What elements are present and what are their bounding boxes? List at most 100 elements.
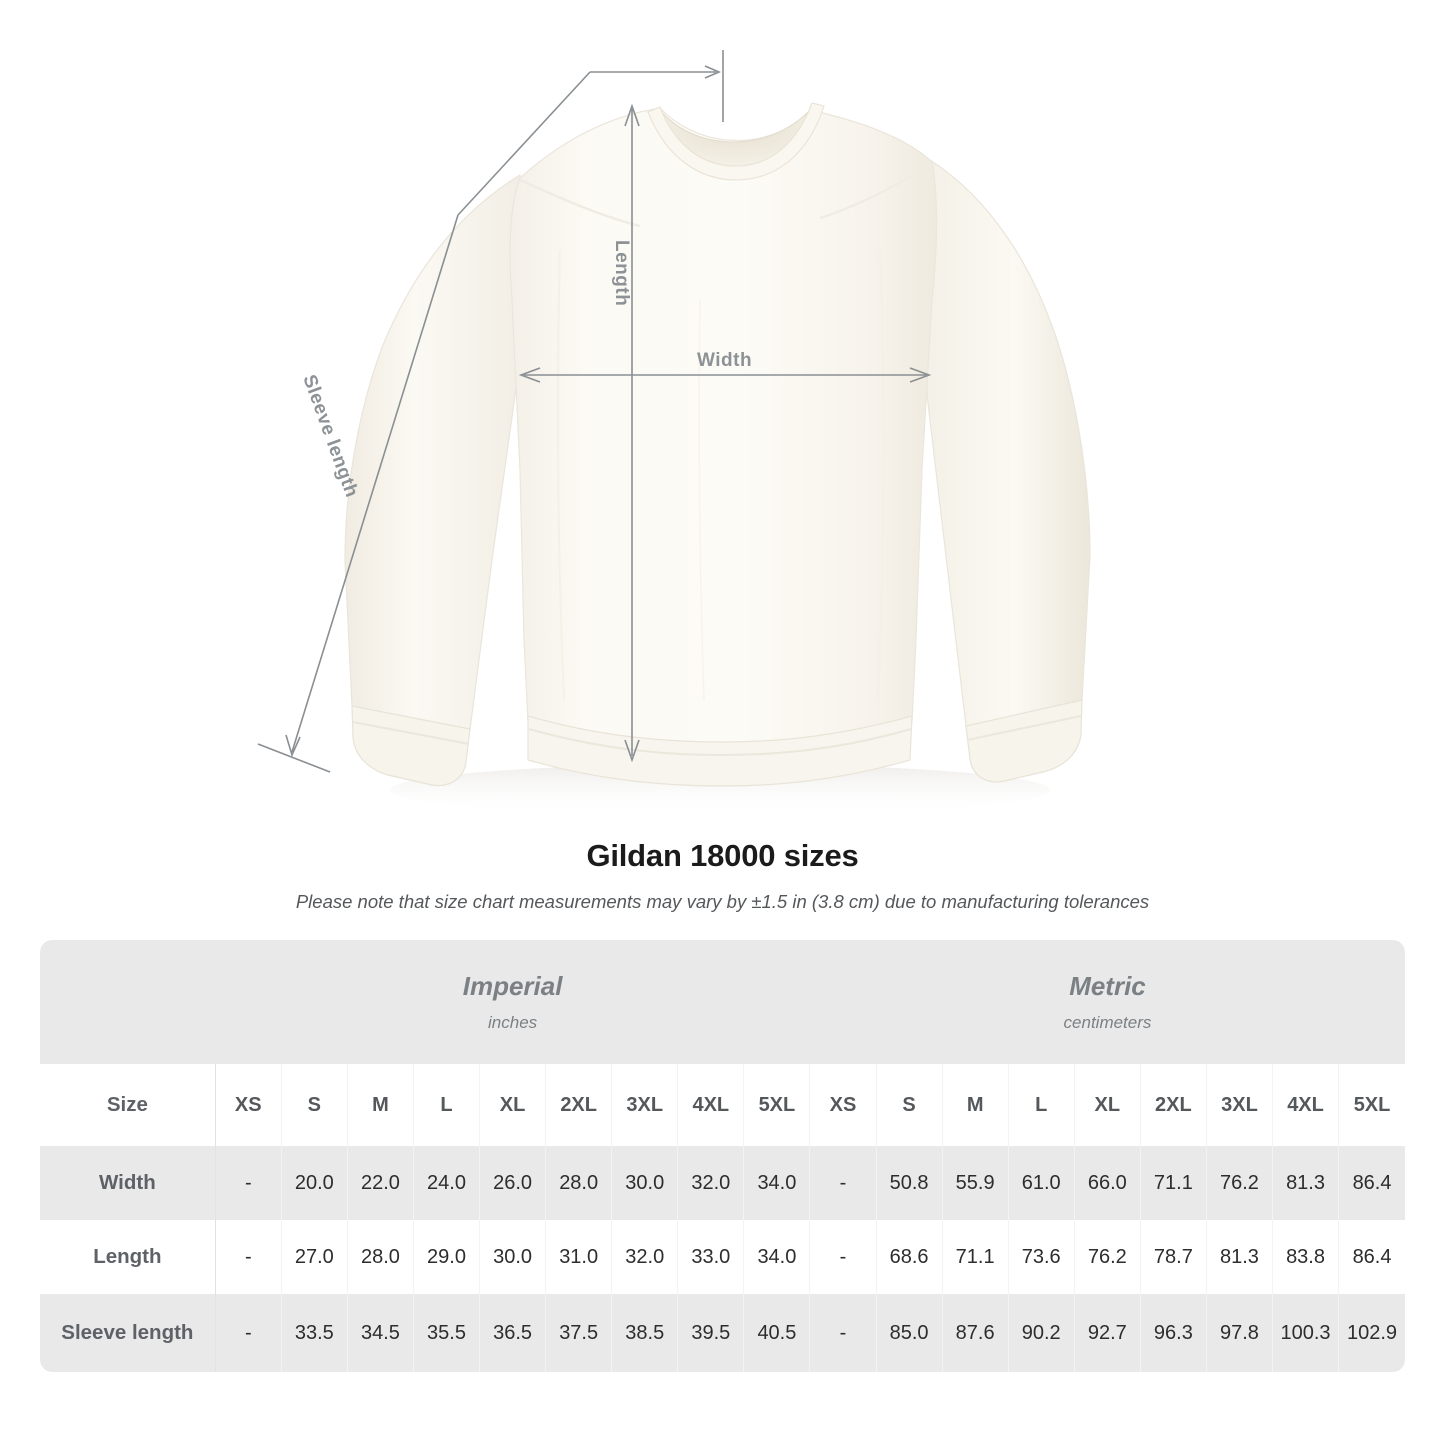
measurement-lines bbox=[257, 50, 932, 773]
width-imperial-1: 20.0 bbox=[281, 1146, 348, 1220]
length-imperial-6: 32.0 bbox=[611, 1220, 679, 1294]
left-cuff bbox=[351, 705, 471, 787]
length-metric-4: 76.2 bbox=[1074, 1220, 1141, 1294]
size-cell-metric-4: XL bbox=[1074, 1064, 1141, 1146]
sleeve-metric-5: 96.3 bbox=[1140, 1294, 1207, 1372]
sleeve-metric-7: 100.3 bbox=[1272, 1294, 1340, 1372]
length-imperial-3: 29.0 bbox=[413, 1220, 481, 1294]
length-top-arrowhead bbox=[624, 103, 640, 127]
heading-block: Gildan 18000 sizes Please note that size… bbox=[0, 838, 1445, 913]
right-cuff bbox=[965, 699, 1083, 783]
width-metric-1: 50.8 bbox=[876, 1146, 943, 1220]
sleeve-imperial-7: 39.5 bbox=[677, 1294, 745, 1372]
sleeve-metric-0: - bbox=[809, 1294, 877, 1372]
length-metric-2: 71.1 bbox=[942, 1220, 1009, 1294]
metric-unit-sub: centimeters bbox=[1063, 1013, 1152, 1033]
length-bottom-arrowhead bbox=[624, 739, 640, 763]
size-table: Imperial inches Metric centimeters Size … bbox=[40, 940, 1405, 1372]
length-imperial-5: 31.0 bbox=[545, 1220, 613, 1294]
size-cell-metric-2: M bbox=[942, 1064, 1009, 1146]
length-imperial-4: 30.0 bbox=[479, 1220, 547, 1294]
length-metric-8: 86.4 bbox=[1338, 1220, 1405, 1294]
table-row-width: Width - 20.0 22.0 24.0 26.0 28.0 30.0 32… bbox=[40, 1146, 1405, 1220]
width-right-arrowhead bbox=[909, 367, 932, 383]
sweatshirt-illustration bbox=[257, 50, 1091, 816]
length-imperial-0: - bbox=[215, 1220, 282, 1294]
page-title: Gildan 18000 sizes bbox=[586, 838, 859, 873]
sleeve-metric-8: 102.9 bbox=[1338, 1294, 1405, 1372]
width-metric-3: 61.0 bbox=[1008, 1146, 1075, 1220]
sleeve-imperial-4: 36.5 bbox=[479, 1294, 547, 1372]
left-sleeve bbox=[344, 173, 521, 759]
size-header-row: Size XS S M L XL 2XL 3XL 4XL 5XL XS S M … bbox=[40, 1064, 1405, 1146]
collar bbox=[647, 102, 825, 181]
width-metric-8: 86.4 bbox=[1338, 1146, 1405, 1220]
size-cell-imperial-8: 5XL bbox=[743, 1064, 811, 1146]
tolerance-note: Please note that size chart measurements… bbox=[295, 891, 1150, 912]
sleeve-metric-1: 85.0 bbox=[876, 1294, 943, 1372]
size-cell-imperial-3: L bbox=[413, 1064, 481, 1146]
left-shoulder-seam bbox=[519, 178, 641, 228]
size-cell-metric-8: 5XL bbox=[1338, 1064, 1405, 1146]
sleeve-metric-6: 97.8 bbox=[1206, 1294, 1274, 1372]
length-metric-3: 73.6 bbox=[1008, 1220, 1075, 1294]
right-shoulder-seam bbox=[819, 162, 933, 220]
length-metric-1: 68.6 bbox=[876, 1220, 943, 1294]
sleeve-top-arrowhead bbox=[704, 65, 722, 79]
size-cell-imperial-5: 2XL bbox=[545, 1064, 613, 1146]
row-label-width: Width bbox=[40, 1146, 216, 1220]
size-cell-imperial-0: XS bbox=[215, 1064, 282, 1146]
sleeve-metric-2: 87.6 bbox=[942, 1294, 1009, 1372]
sleeve-diagonal-lower bbox=[291, 214, 459, 753]
hem-band bbox=[527, 715, 913, 787]
metric-header-cell: Metric centimeters bbox=[809, 940, 1405, 1064]
length-imperial-8: 34.0 bbox=[743, 1220, 811, 1294]
width-left-arrowhead bbox=[518, 367, 541, 383]
sleeve-imperial-3: 35.5 bbox=[413, 1294, 481, 1372]
sleeve-metric-3: 90.2 bbox=[1008, 1294, 1075, 1372]
width-imperial-4: 26.0 bbox=[479, 1146, 547, 1220]
width-imperial-7: 32.0 bbox=[677, 1146, 745, 1220]
length-label: Length bbox=[611, 240, 632, 307]
sleeve-imperial-5: 37.5 bbox=[545, 1294, 613, 1372]
sleeve-metric-4: 92.7 bbox=[1074, 1294, 1141, 1372]
sleeve-imperial-1: 33.5 bbox=[281, 1294, 348, 1372]
sleeve-imperial-8: 40.5 bbox=[743, 1294, 811, 1372]
size-cell-imperial-6: 3XL bbox=[611, 1064, 679, 1146]
width-imperial-2: 22.0 bbox=[347, 1146, 414, 1220]
length-metric-6: 81.3 bbox=[1206, 1220, 1274, 1294]
width-imperial-8: 34.0 bbox=[743, 1146, 811, 1220]
row-label-length: Length bbox=[40, 1220, 216, 1294]
sleeve-imperial-0: - bbox=[215, 1294, 282, 1372]
length-metric-0: - bbox=[809, 1220, 877, 1294]
width-metric-7: 81.3 bbox=[1272, 1146, 1340, 1220]
size-cell-imperial-4: XL bbox=[479, 1064, 547, 1146]
sleeve-diagonal-upper bbox=[457, 71, 591, 216]
size-cell-imperial-1: S bbox=[281, 1064, 348, 1146]
width-metric-6: 76.2 bbox=[1206, 1146, 1274, 1220]
size-cell-metric-3: L bbox=[1008, 1064, 1075, 1146]
size-cell-metric-5: 2XL bbox=[1140, 1064, 1207, 1146]
unit-header-row: Imperial inches Metric centimeters bbox=[40, 940, 1405, 1064]
sleeve-bottom-tick bbox=[257, 743, 331, 773]
right-sleeve bbox=[921, 158, 1091, 755]
length-metric-7: 83.8 bbox=[1272, 1220, 1340, 1294]
imperial-header-cell: Imperial inches bbox=[215, 940, 810, 1064]
sleeve-bottom-arrowhead bbox=[285, 734, 301, 758]
width-imperial-6: 30.0 bbox=[611, 1146, 679, 1220]
unit-corner-cell bbox=[40, 940, 216, 1064]
size-table-wrapper: Imperial inches Metric centimeters Size … bbox=[0, 940, 1445, 1372]
metric-unit-name: Metric bbox=[1069, 970, 1146, 1001]
size-cell-metric-7: 4XL bbox=[1272, 1064, 1340, 1146]
width-metric-2: 55.9 bbox=[942, 1146, 1009, 1220]
width-imperial-3: 24.0 bbox=[413, 1146, 481, 1220]
length-imperial-7: 33.0 bbox=[677, 1220, 745, 1294]
sleeve-imperial-2: 34.5 bbox=[347, 1294, 414, 1372]
size-cell-imperial-2: M bbox=[347, 1064, 414, 1146]
size-label-cell: Size bbox=[40, 1064, 216, 1146]
imperial-unit-sub: inches bbox=[488, 1013, 538, 1033]
table-row-length: Length - 27.0 28.0 29.0 30.0 31.0 32.0 3… bbox=[40, 1220, 1405, 1294]
garment-diagram: Length Width Sleeve length bbox=[257, 50, 1091, 816]
size-cell-metric-6: 3XL bbox=[1206, 1064, 1274, 1146]
